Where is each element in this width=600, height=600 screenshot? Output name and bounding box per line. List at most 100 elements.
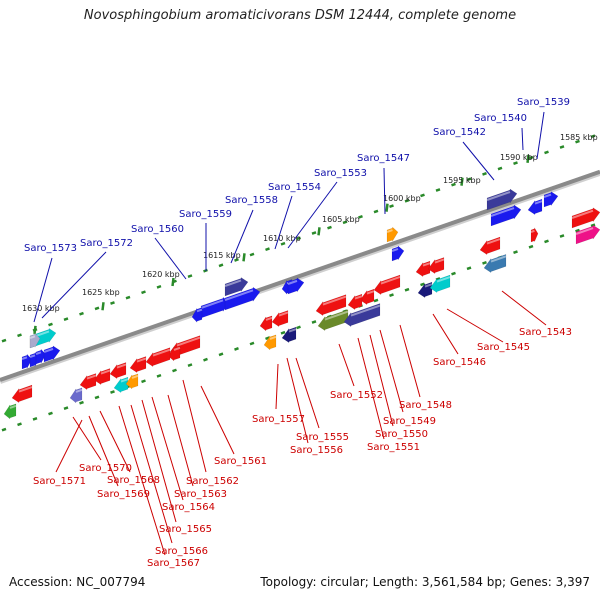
tick-dot: [327, 225, 332, 230]
forward-gene: [191, 307, 203, 323]
major-tick: [526, 154, 530, 163]
reverse-gene-label: Saro_1561: [214, 456, 267, 467]
forward-gene: [29, 332, 41, 349]
gene-highlight: [434, 258, 445, 264]
reverse-tick-line: [1, 223, 596, 432]
reverse-gene: [69, 387, 83, 404]
reverse-gene: [427, 257, 445, 275]
gene-arrow: [113, 376, 129, 394]
backbone-line: [0, 169, 600, 382]
reverse-gene: [11, 384, 33, 404]
reverse-gene: [315, 294, 347, 317]
gene-highlight: [176, 336, 201, 347]
forward-gene: [575, 224, 600, 245]
tick-dot: [79, 311, 84, 316]
tick-dot: [528, 244, 534, 249]
reverse-gene: [145, 347, 171, 368]
gene-arrow: [35, 348, 47, 365]
gene-highlight: [224, 279, 242, 287]
forward-gene: [391, 245, 405, 262]
gene-highlight: [354, 295, 363, 300]
forward-tick-line: [1, 134, 596, 343]
tick-dot: [63, 406, 69, 410]
tick-dot: [110, 301, 115, 305]
tick-dot: [48, 411, 53, 416]
forward-gene: [43, 345, 61, 363]
gene-arrow: [530, 226, 539, 243]
tick-dot: [451, 271, 456, 276]
tick-dot: [280, 330, 286, 335]
reverse-gene-label: Saro_1566: [155, 546, 208, 557]
forward-gene-label: Saro_1559: [179, 209, 232, 220]
tick-dot: [296, 236, 301, 241]
forward-labels: Saro_1539 Saro_1540 Saro_1542 Saro_1547 Saro…: [24, 97, 570, 323]
gene-highlight: [436, 276, 451, 283]
reverse-leader: [118, 405, 166, 556]
forward-leader: [154, 237, 187, 280]
reverse-gene: [125, 373, 139, 390]
forward-gene-label: Saro_1547: [357, 153, 410, 164]
tick-dot: [94, 306, 100, 311]
reverse-leader: [141, 399, 177, 523]
gene-arrow: [29, 332, 41, 349]
gene-highlight: [116, 363, 127, 369]
tick-dot: [172, 368, 177, 373]
reverse-leader: [200, 385, 235, 455]
genome-title: Novosphingobium aromaticivorans DSM 1244…: [83, 8, 517, 23]
tick-dot: [218, 263, 224, 268]
tick-dot: [466, 177, 472, 182]
gene-highlight: [278, 311, 289, 317]
tick-dot: [575, 228, 580, 233]
gene-arrow: [417, 281, 433, 299]
reverse-gene-label: Saro_1564: [162, 502, 215, 513]
tick-dot: [544, 239, 549, 244]
gene-arrow: [490, 204, 522, 227]
forward-gene: [287, 277, 305, 295]
reverse-gene: [271, 310, 289, 328]
gene-highlight: [534, 200, 543, 205]
tick-dot: [420, 193, 425, 198]
reverse-leader: [99, 410, 131, 473]
forward-leader: [230, 209, 254, 264]
major-tick: [101, 302, 105, 311]
tick-dot: [218, 352, 224, 357]
gene-highlight: [391, 247, 399, 252]
gene-highlight: [265, 316, 273, 321]
tick-dot: [234, 258, 239, 262]
reverse-gene-label: Saro_1562: [186, 476, 239, 487]
tick-dot: [544, 150, 549, 155]
gene-arrow: [281, 326, 297, 344]
gene-highlight: [269, 335, 277, 340]
tick-dot: [559, 234, 565, 238]
forward-gene: [530, 226, 539, 243]
gene-highlight: [490, 255, 507, 263]
reverse-gene-label: Saro_1551: [367, 442, 420, 453]
genome-stats: Topology: circular; Length: 3,561,584 bp…: [260, 575, 590, 589]
tick-dot: [466, 266, 472, 271]
gene-arrow: [486, 188, 518, 211]
reverse-leader: [432, 313, 459, 355]
gene-arrow: [343, 303, 381, 328]
forward-gene-label: Saro_1572: [80, 238, 133, 249]
reverse-gene: [79, 373, 97, 391]
gene-highlight: [200, 299, 224, 309]
reverse-gene-label: Saro_1569: [97, 489, 150, 500]
major-tick: [242, 253, 246, 262]
reverse-gene-label: Saro_1552: [330, 390, 383, 401]
gene-highlight: [9, 404, 17, 409]
reverse-gene-label: Saro_1563: [174, 489, 227, 500]
gene-arrow: [93, 368, 111, 386]
kbp-label: 1595 kbp: [443, 176, 481, 185]
forward-leader: [383, 167, 386, 215]
major-tick: [33, 325, 37, 335]
gene-arrow: [427, 257, 445, 275]
reverse-gene: [359, 288, 375, 306]
reverse-gene-label: Saro_1571: [33, 476, 86, 487]
reverse-leader: [399, 324, 421, 398]
kbp-label: 1620 kbp: [142, 270, 180, 279]
gene-arrow: [386, 226, 399, 243]
tick-dot: [125, 295, 131, 300]
reverse-gene: [317, 309, 349, 332]
forward-gene: [490, 204, 522, 227]
reverse-gene: [113, 376, 129, 394]
